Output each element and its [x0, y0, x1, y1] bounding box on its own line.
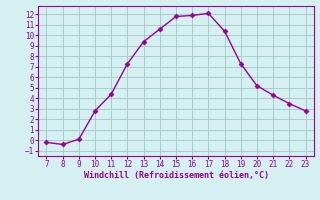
X-axis label: Windchill (Refroidissement éolien,°C): Windchill (Refroidissement éolien,°C): [84, 171, 268, 180]
